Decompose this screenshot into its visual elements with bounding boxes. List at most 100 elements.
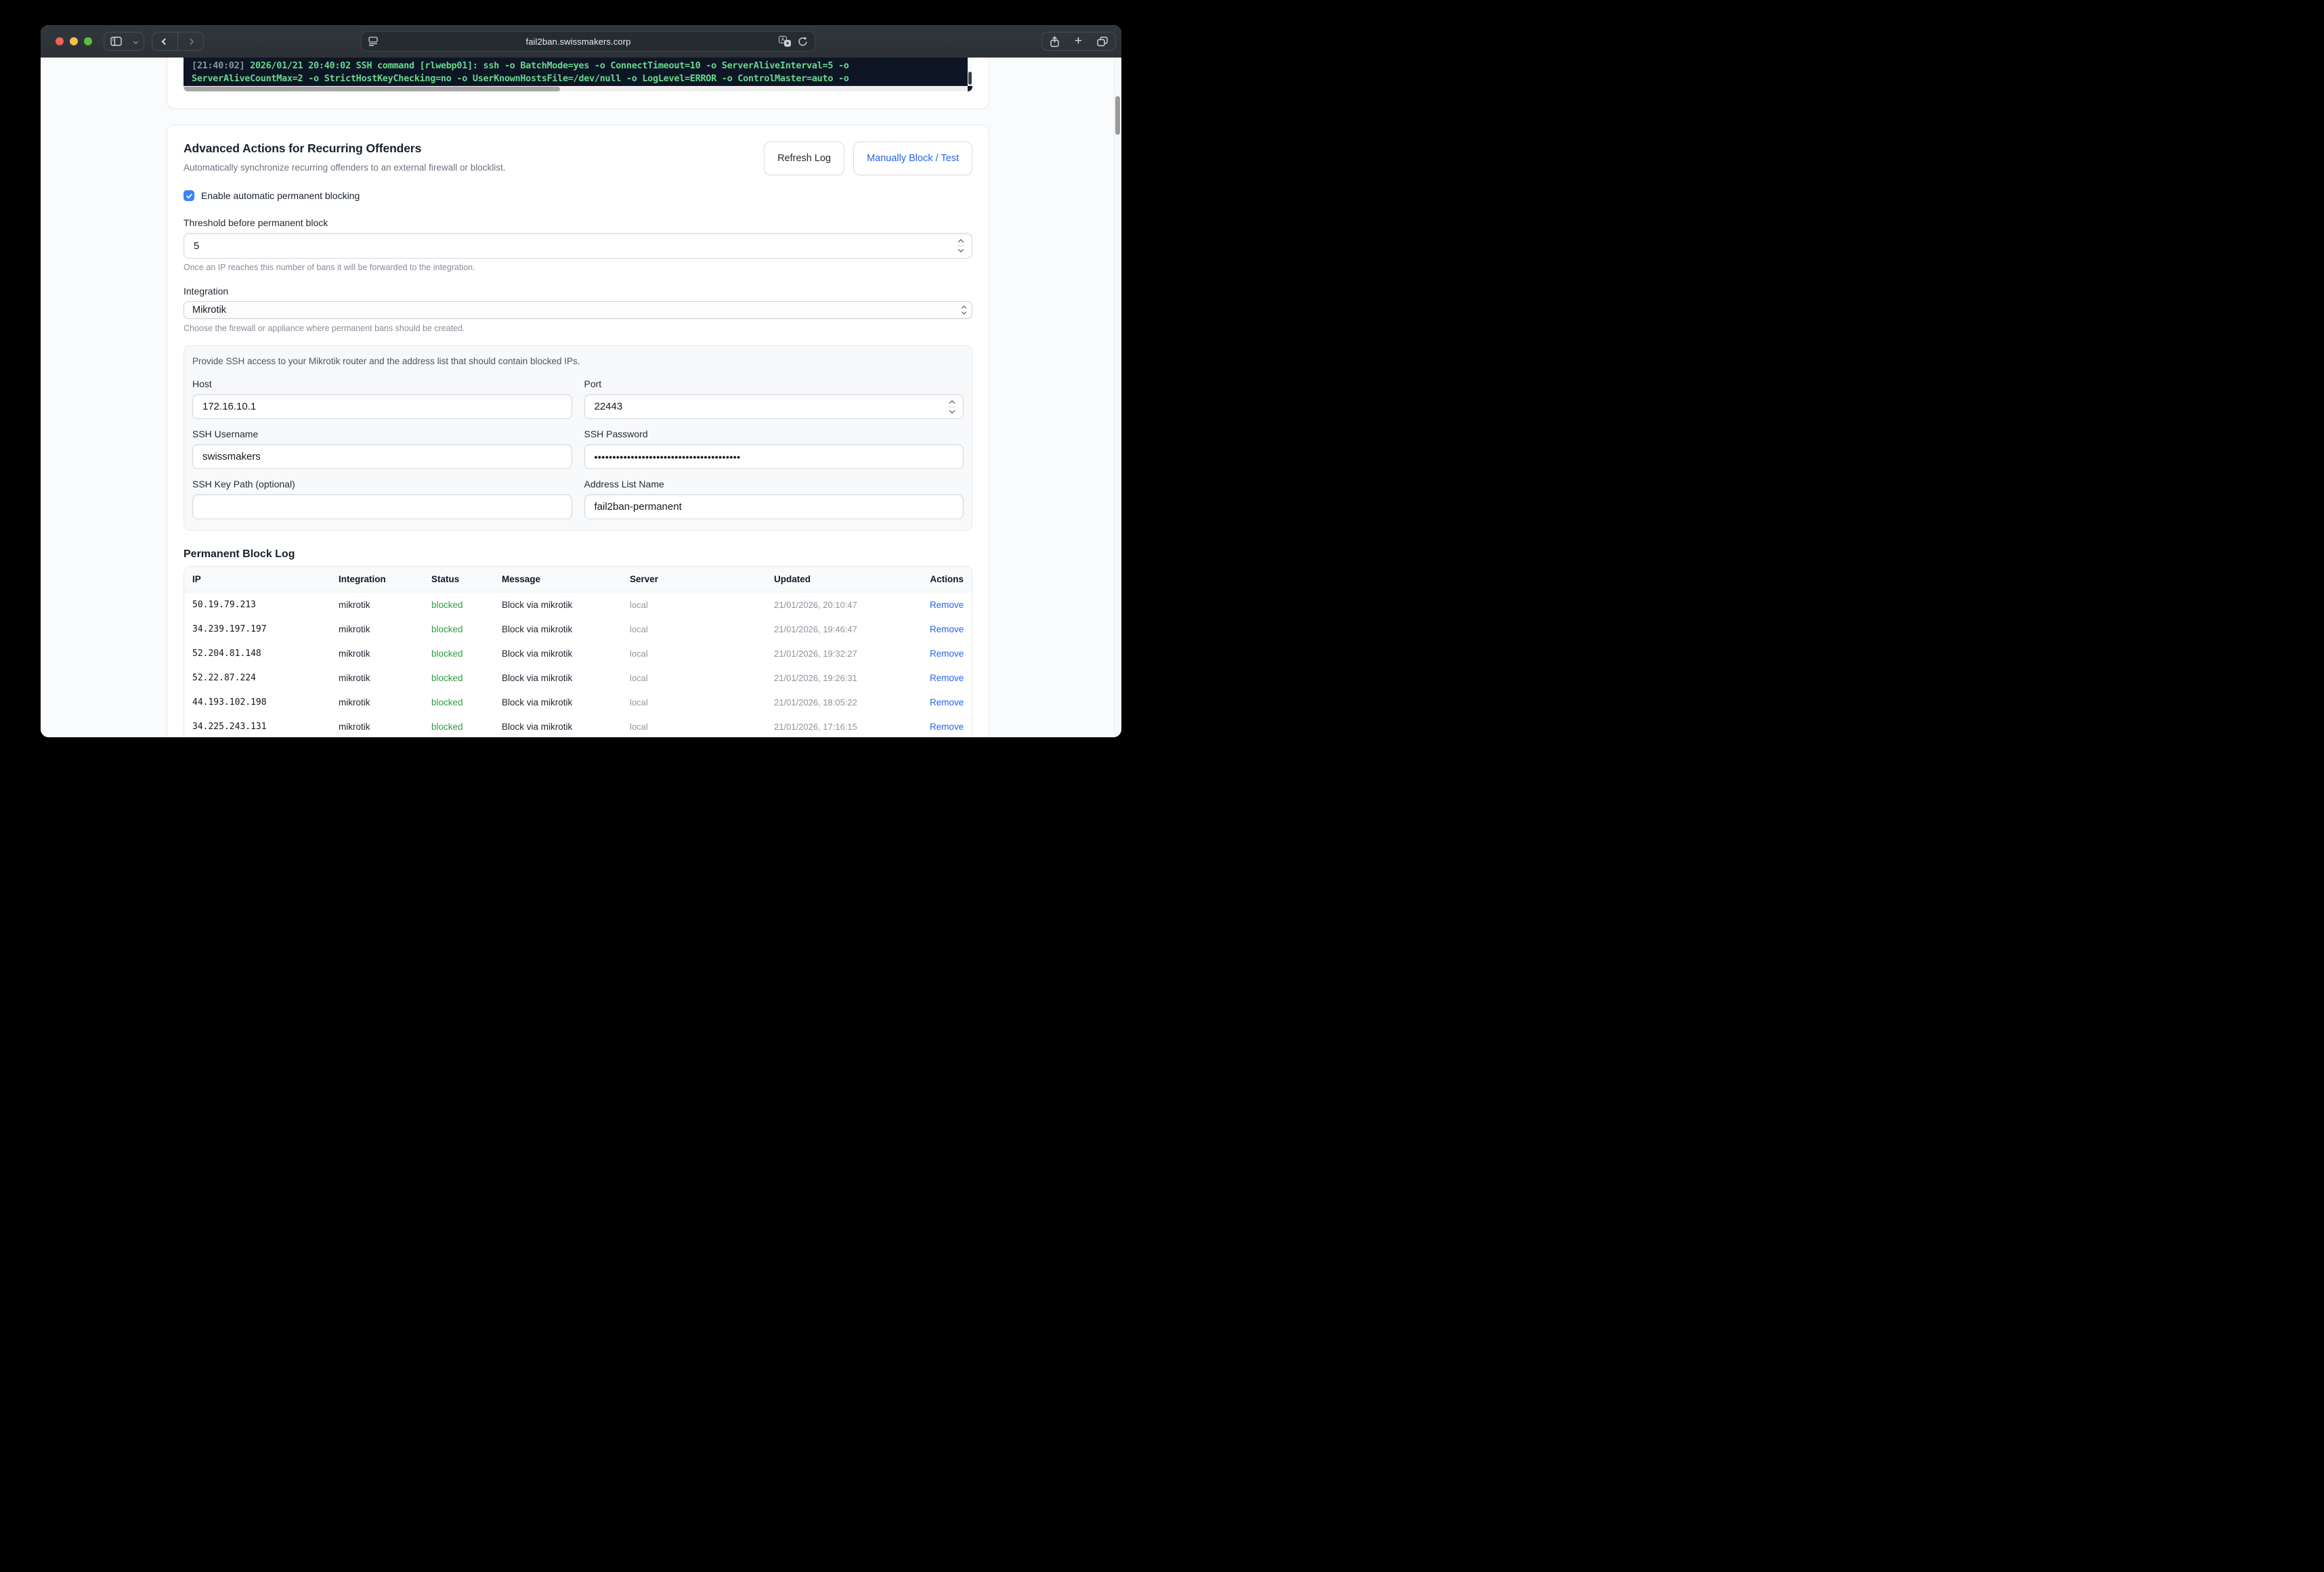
header-integration: Integration [339,574,386,584]
chevron-down-icon [133,39,139,44]
translate-icon[interactable]: A ★ [779,36,791,47]
section-title: Advanced Actions for Recurring Offenders [184,141,422,155]
cell-server: local [630,721,648,732]
threshold-stepper[interactable] [957,239,964,253]
cell-ip: 44.193.102.198 [192,697,267,707]
tabs-icon [1097,36,1108,46]
share-icon [1050,35,1059,47]
permanent-block-log-table: IP Integration Status Message Server Upd… [184,566,972,737]
threshold-help: Once an IP reaches this number of bans i… [184,263,475,272]
cell-updated: 21/01/2026, 17:16:15 [774,721,857,732]
manually-block-test-button[interactable]: Manually Block / Test [853,141,972,175]
ssh-username-input[interactable]: swissmakers [192,444,572,469]
cell-integration: mikrotik [339,599,370,610]
header-message: Message [502,574,541,584]
sidebar-toggle-button[interactable] [104,32,128,50]
tab-overview-button[interactable] [1093,32,1112,50]
chevron-left-icon [161,38,169,45]
ssh-settings-intro: Provide SSH access to your Mikrotik rout… [192,356,580,366]
cell-status: blocked [431,721,463,732]
terminal-vertical-scrollbar[interactable] [968,58,972,86]
log-timestamp: [21:40:02] [192,60,245,71]
cell-integration: mikrotik [339,697,370,707]
divider [177,32,178,50]
url-text: fail2ban.swissmakers.corp [525,36,631,47]
browser-window: fail2ban.swissmakers.corp A ★ [41,25,1121,737]
header-ip: IP [192,574,201,584]
remove-link[interactable]: Remove [930,648,964,659]
select-chevrons [961,305,967,315]
cell-message: Block via mikrotik [502,721,573,732]
page-format-icon[interactable] [368,37,378,46]
zoom-window-button[interactable] [84,37,92,45]
cell-updated: 21/01/2026, 19:32:27 [774,648,857,659]
cell-message: Block via mikrotik [502,672,573,683]
chevron-right-icon [187,38,194,45]
terminal-log-lines: [21:40:02] 2026/01/21 20:40:02 SSH comma… [192,60,963,85]
cell-integration: mikrotik [339,624,370,634]
header-server: Server [630,574,659,584]
new-tab-button[interactable]: + [1074,34,1083,48]
back-button[interactable] [152,32,177,50]
cell-updated: 21/01/2026, 18:05:22 [774,697,857,707]
refresh-log-button[interactable]: Refresh Log [764,141,845,175]
sidebar-group [104,32,144,51]
forward-button[interactable] [178,32,203,50]
reload-icon[interactable] [798,37,808,47]
cell-server: local [630,648,648,659]
ssh-password-input[interactable]: •••••••••••••••••••••••••••••••••••••••• [584,444,964,469]
integration-select[interactable]: Mikrotik [184,301,972,319]
close-window-button[interactable] [56,37,64,45]
table-row: 52.204.81.148 mikrotik blocked Block via… [184,641,972,665]
port-label: Port [584,378,602,389]
cell-ip: 50.19.79.213 [192,599,256,610]
integration-help: Choose the firewall or appliance where p… [184,324,465,333]
enable-permanent-blocking-checkbox[interactable] [184,190,194,201]
address-list-name-input[interactable]: fail2ban-permanent [584,494,964,519]
integration-label: Integration [184,286,229,297]
sidebar-menu-button[interactable] [128,32,144,50]
window-actions-group: + [1041,32,1116,51]
remove-link[interactable]: Remove [930,721,964,732]
cell-status: blocked [431,697,463,707]
section-subtitle: Automatically synchronize recurring offe… [184,162,506,173]
port-stepper[interactable] [949,399,955,414]
page-scrollbar-track[interactable] [1114,58,1121,737]
permanent-block-log-title: Permanent Block Log [184,548,295,560]
remove-link[interactable]: Remove [930,672,964,683]
table-row: 44.193.102.198 mikrotik blocked Block vi… [184,690,972,714]
host-input[interactable]: 172.16.10.1 [192,394,572,419]
history-nav-group [152,32,204,51]
ssh-key-path-input[interactable] [192,494,572,519]
cell-status: blocked [431,648,463,659]
advanced-actions-card: Advanced Actions for Recurring Offenders… [167,125,989,737]
host-label: Host [192,378,212,389]
header-updated: Updated [774,574,811,584]
port-input[interactable]: 22443 [584,394,964,419]
cell-message: Block via mikrotik [502,624,573,634]
remove-link[interactable]: Remove [930,599,964,610]
cell-ip: 34.239.197.197 [192,624,267,634]
cell-integration: mikrotik [339,721,370,732]
cell-status: blocked [431,672,463,683]
sidebar-icon [110,37,122,46]
share-button[interactable] [1046,32,1064,50]
enable-permanent-blocking-label: Enable automatic permanent blocking [201,190,360,201]
minimize-window-button[interactable] [70,37,78,45]
checkmark-icon [186,193,192,198]
threshold-input[interactable]: 5 [184,233,972,259]
page-scrollbar-thumb[interactable] [1115,96,1120,135]
cell-updated: 21/01/2026, 19:26:31 [774,672,857,683]
ssh-username-label: SSH Username [192,429,259,439]
cell-integration: mikrotik [339,648,370,659]
header-actions: Actions [930,574,964,584]
cell-status: blocked [431,624,463,634]
remove-link[interactable]: Remove [930,624,964,634]
remove-link[interactable]: Remove [930,697,964,707]
table-row: 34.239.197.197 mikrotik blocked Block vi… [184,617,972,641]
page-content: [21:40:02] 2026/01/21 20:40:02 SSH comma… [41,58,1121,737]
cell-message: Block via mikrotik [502,599,573,610]
cell-server: local [630,599,648,610]
terminal-horizontal-scrollbar[interactable] [184,86,968,91]
address-bar[interactable]: fail2ban.swissmakers.corp A ★ [361,31,815,51]
